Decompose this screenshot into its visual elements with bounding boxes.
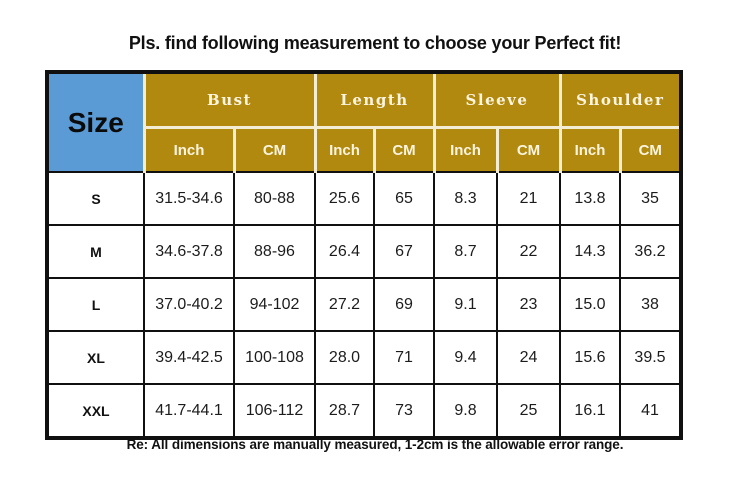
cell-sleeve-inch: 8.7 [433, 224, 498, 279]
table-row-l: L 37.0-40.2 94-102 27.2 69 9.1 23 15.0 3… [46, 277, 682, 332]
unit-header-row: Inch CM Inch CM Inch CM Inch CM [47, 126, 683, 173]
cell-length-cm: 67 [373, 224, 435, 279]
size-label: XXL [46, 383, 145, 439]
cell-sleeve-cm: 24 [496, 330, 561, 385]
cell-bust-cm: 106-112 [233, 383, 316, 439]
cell-shoulder-inch: 14.3 [559, 224, 621, 279]
cell-length-inch: 26.4 [314, 224, 375, 279]
cell-shoulder-cm: 35 [619, 171, 682, 226]
cell-bust-inch: 39.4-42.5 [143, 330, 235, 385]
cell-length-inch: 25.6 [314, 171, 375, 226]
table-row-m: M 34.6-37.8 88-96 26.4 67 8.7 22 14.3 36… [46, 224, 682, 279]
cell-sleeve-inch: 9.1 [433, 277, 498, 332]
cell-shoulder-cm: 36.2 [619, 224, 682, 279]
size-label: S [46, 171, 145, 226]
cell-shoulder-inch: 15.6 [559, 330, 621, 385]
cell-shoulder-cm: 39.5 [619, 330, 682, 385]
cell-length-cm: 69 [373, 277, 435, 332]
cell-bust-cm: 100-108 [233, 330, 316, 385]
cell-shoulder-inch: 15.0 [559, 277, 621, 332]
size-chart-table: Size Bust Length Sleeve Shoulder Inch CM… [45, 70, 683, 440]
group-header-sleeve: Sleeve [432, 72, 562, 129]
group-header-length: Length [313, 72, 436, 129]
cell-bust-inch: 31.5-34.6 [143, 171, 235, 226]
cell-bust-inch: 41.7-44.1 [143, 383, 235, 439]
group-header-shoulder: Shoulder [558, 72, 683, 129]
group-header-bust: Bust [142, 72, 317, 129]
unit-header-sleeve-cm: CM [495, 126, 562, 173]
cell-length-inch: 28.7 [314, 383, 375, 439]
unit-header-length-cm: CM [372, 126, 436, 173]
cell-sleeve-inch: 9.4 [433, 330, 498, 385]
cell-length-cm: 71 [373, 330, 435, 385]
cell-bust-inch: 37.0-40.2 [143, 277, 235, 332]
size-column-header: Size [47, 72, 146, 173]
cell-length-cm: 73 [373, 383, 435, 439]
cell-shoulder-cm: 41 [619, 383, 682, 439]
cell-length-inch: 28.0 [314, 330, 375, 385]
size-label: M [46, 224, 145, 279]
footer-note: Re: All dimensions are manually measured… [126, 437, 624, 452]
table-row-xl: XL 39.4-42.5 100-108 28.0 71 9.4 24 15.6… [46, 330, 682, 385]
group-header-row: Size Bust Length Sleeve Shoulder [47, 72, 683, 173]
cell-length-cm: 65 [373, 171, 435, 226]
size-label: XL [46, 330, 145, 385]
size-label: L [46, 277, 145, 332]
unit-header-shoulder-cm: CM [618, 126, 683, 173]
page-title: Pls. find following measurement to choos… [128, 33, 622, 53]
cell-bust-cm: 88-96 [233, 224, 316, 279]
cell-sleeve-cm: 21 [496, 171, 561, 226]
table-row-xxl: XXL 41.7-44.1 106-112 28.7 73 9.8 25 16.… [46, 383, 682, 439]
cell-bust-inch: 34.6-37.8 [143, 224, 235, 279]
cell-sleeve-inch: 9.8 [433, 383, 498, 439]
cell-sleeve-cm: 22 [496, 224, 561, 279]
cell-bust-cm: 80-88 [233, 171, 316, 226]
unit-header-sleeve-inch: Inch [432, 126, 499, 173]
cell-sleeve-cm: 25 [496, 383, 561, 439]
cell-shoulder-inch: 13.8 [559, 171, 621, 226]
cell-shoulder-inch: 16.1 [559, 383, 621, 439]
unit-header-bust-cm: CM [232, 126, 317, 173]
unit-header-shoulder-inch: Inch [558, 126, 622, 173]
unit-header-length-inch: Inch [313, 126, 376, 173]
unit-header-bust-inch: Inch [142, 126, 236, 173]
cell-sleeve-cm: 23 [496, 277, 561, 332]
cell-shoulder-cm: 38 [619, 277, 682, 332]
cell-sleeve-inch: 8.3 [433, 171, 498, 226]
cell-bust-cm: 94-102 [233, 277, 316, 332]
table-row-s: S 31.5-34.6 80-88 25.6 65 8.3 21 13.8 35 [46, 171, 682, 226]
cell-length-inch: 27.2 [314, 277, 375, 332]
